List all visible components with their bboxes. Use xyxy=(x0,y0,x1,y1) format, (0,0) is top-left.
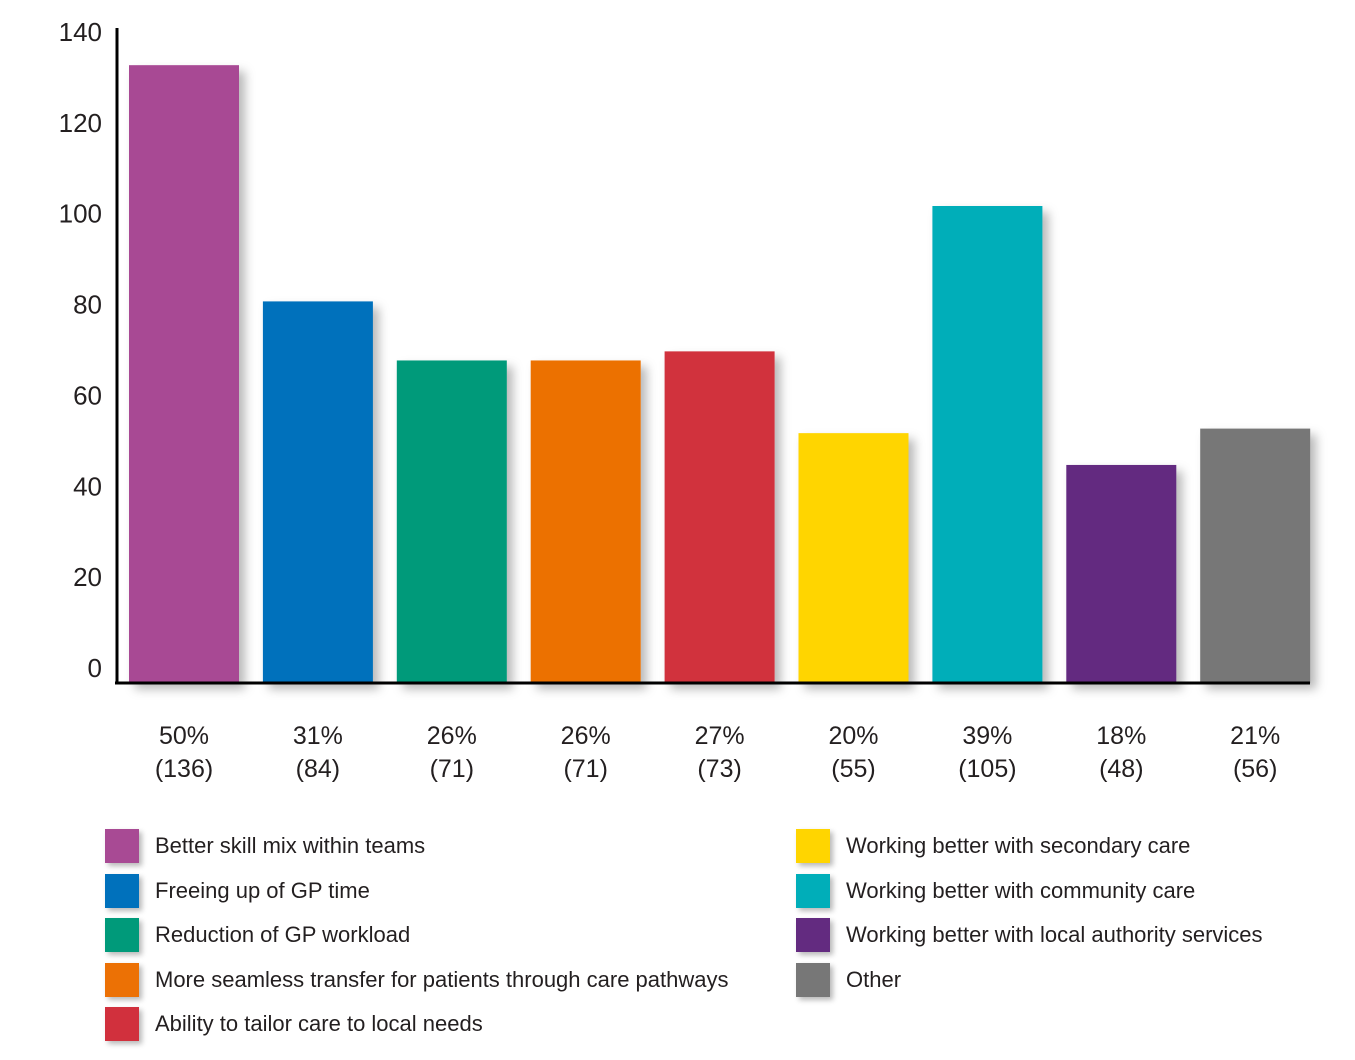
legend: Better skill mix within teams Freeing up… xyxy=(0,824,1355,1060)
bar-percent-label: 50% xyxy=(159,722,209,750)
bar xyxy=(798,433,909,683)
y-tick-label: 20 xyxy=(73,562,102,592)
bar-percent-label: 21% xyxy=(1230,722,1280,750)
legend-label: Working better with secondary care xyxy=(846,833,1191,859)
bar-percent-label: 18% xyxy=(1096,722,1146,750)
bar xyxy=(1200,428,1311,683)
legend-swatch xyxy=(796,918,830,953)
bar-percent-label: 27% xyxy=(695,722,745,750)
bar-count-label: (71) xyxy=(563,755,607,783)
bar-count-label: (73) xyxy=(697,755,741,783)
y-tick-label: 40 xyxy=(73,471,102,501)
bar-count-label: (71) xyxy=(430,755,474,783)
legend-swatch xyxy=(796,962,830,997)
y-tick-label: 140 xyxy=(59,17,102,47)
legend-item: Freeing up of GP time xyxy=(105,869,729,914)
bar xyxy=(530,360,641,683)
legend-label: Better skill mix within teams xyxy=(155,833,426,859)
legend-item: Better skill mix within teams xyxy=(105,824,729,869)
bar-percent-label: 31% xyxy=(293,722,343,750)
bars xyxy=(129,65,1311,683)
y-tick-label: 80 xyxy=(73,290,102,320)
legend-label: Other xyxy=(846,966,902,992)
legend-label: More seamless transfer for patients thro… xyxy=(155,966,729,992)
y-tick-label: 100 xyxy=(59,199,102,229)
legend-swatch xyxy=(796,829,830,864)
bar-count-label: (55) xyxy=(831,755,875,783)
legend-item: Ability to tailor care to local needs xyxy=(105,1002,729,1047)
legend-label: Freeing up of GP time xyxy=(155,877,370,903)
bar-percent-label: 20% xyxy=(828,722,878,750)
bar-percent-label: 26% xyxy=(561,722,611,750)
legend-swatch xyxy=(105,1007,139,1042)
legend-item: Working better with community care xyxy=(796,869,1263,914)
legend-item: Working better with local authority serv… xyxy=(796,913,1263,958)
legend-item: More seamless transfer for patients thro… xyxy=(105,958,729,1003)
bar xyxy=(396,360,507,683)
legend-label: Ability to tailor care to local needs xyxy=(155,1011,483,1037)
bar-labels: 50% (136) 31% (84) 26% (71) 26% (71) 27% (73) 20% (… xyxy=(155,722,1280,783)
bar-percent-label: 39% xyxy=(962,722,1012,750)
bar xyxy=(129,65,239,683)
bar-count-label: (48) xyxy=(1099,755,1143,783)
bar-percent-label: 26% xyxy=(427,722,477,750)
legend-swatch xyxy=(105,962,139,997)
bar xyxy=(664,351,775,683)
legend-swatch xyxy=(105,918,139,953)
legend-label: Reduction of GP workload xyxy=(155,922,411,948)
legend-item: Other xyxy=(796,958,1263,1003)
y-axis-ticks: 0 20 40 60 80 100 120 140 xyxy=(59,17,102,683)
legend-swatch xyxy=(105,829,139,864)
bar-count-label: (136) xyxy=(155,755,213,783)
legend-label: Working better with local authority serv… xyxy=(846,922,1263,948)
y-tick-label: 60 xyxy=(73,380,102,410)
legend-column-right: Working better with secondary care Worki… xyxy=(796,824,1263,1002)
bar-count-label: (84) xyxy=(296,755,340,783)
legend-label: Working better with community care xyxy=(846,877,1196,903)
bar xyxy=(932,206,1043,683)
legend-swatch xyxy=(105,873,139,908)
legend-item: Reduction of GP workload xyxy=(105,913,729,958)
bar xyxy=(1066,464,1177,683)
legend-swatch xyxy=(796,873,830,908)
y-tick-label: 0 xyxy=(88,653,102,683)
legend-item: Working better with secondary care xyxy=(796,824,1263,869)
bar-count-label: (56) xyxy=(1233,755,1277,783)
bar xyxy=(262,301,373,683)
bar-count-label: (105) xyxy=(958,755,1016,783)
bar-chart: 0 20 40 60 80 100 120 140 50% (136) 31% (84) 26% (71… xyxy=(59,17,1311,783)
y-tick-label: 120 xyxy=(59,108,102,138)
legend-column-left: Better skill mix within teams Freeing up… xyxy=(105,824,729,1047)
